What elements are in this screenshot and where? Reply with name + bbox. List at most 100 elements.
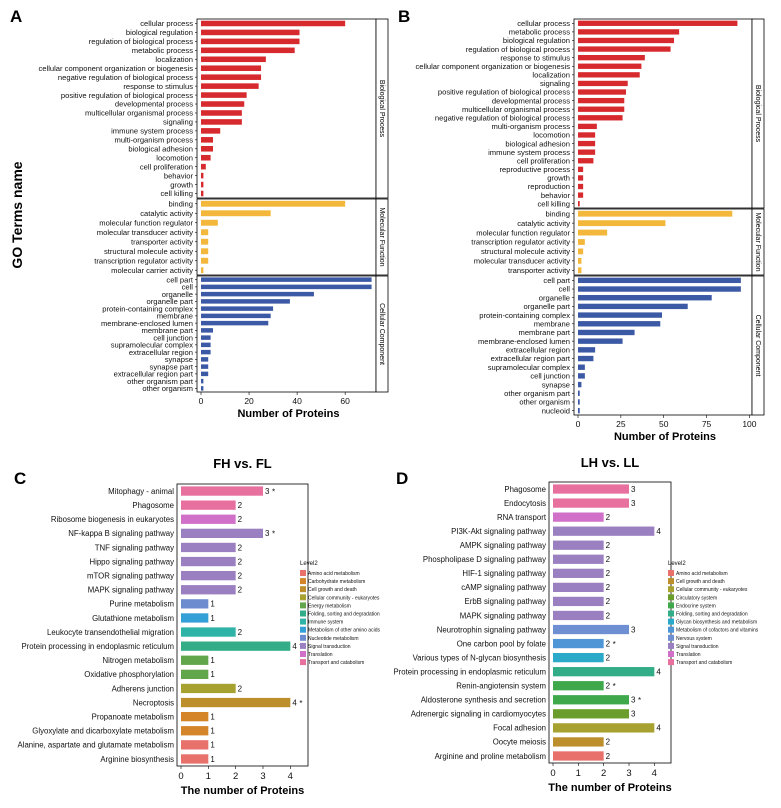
category-label-b: biological regulation bbox=[503, 36, 570, 45]
bar-a bbox=[201, 20, 346, 27]
bar-c bbox=[181, 599, 209, 609]
bar-b bbox=[578, 407, 580, 414]
bar-d bbox=[553, 652, 604, 663]
x-tick-label-d: 2 bbox=[601, 768, 606, 779]
x-axis-title-d: The number of Proteins bbox=[548, 782, 671, 794]
category-label-b: synapse bbox=[542, 380, 570, 389]
x-tick-label-a: 40 bbox=[292, 396, 302, 406]
category-label-d: MAPK signaling pathway bbox=[460, 611, 546, 620]
bar-b bbox=[578, 80, 628, 87]
value-label-d: 2 bbox=[606, 682, 611, 691]
legend-swatch-c bbox=[300, 594, 306, 601]
bar-a bbox=[201, 172, 204, 179]
category-label-a: negative regulation of biological proces… bbox=[58, 73, 193, 82]
category-label-b: supramolecular complex bbox=[488, 363, 571, 372]
category-label-b: localization bbox=[532, 71, 570, 80]
bar-a bbox=[201, 83, 259, 89]
category-label-c: Ribosome biogenesis in eukaryotes bbox=[51, 515, 174, 524]
chart-title-d: LH vs. LL bbox=[581, 455, 640, 470]
bar-c bbox=[181, 711, 209, 722]
bar-b bbox=[578, 312, 662, 318]
category-label-d: One carbon pool by folate bbox=[457, 639, 546, 648]
x-tick-label-a: 20 bbox=[244, 396, 254, 406]
legend-swatch-c bbox=[300, 578, 306, 585]
category-label-b: molecular function regulator bbox=[476, 228, 570, 237]
category-label-a: cell part bbox=[166, 275, 193, 284]
legend-swatch-d bbox=[668, 642, 674, 649]
category-label-a: locomotion bbox=[156, 153, 193, 162]
significance-star-d: * bbox=[613, 640, 616, 649]
category-label-a: catalytic activity bbox=[140, 209, 193, 218]
bar-b bbox=[578, 89, 626, 95]
category-label-c: Necroptosis bbox=[133, 698, 174, 707]
category-label-a: metabolic process bbox=[132, 46, 193, 55]
legend-label-d: Endocrine system bbox=[676, 603, 716, 609]
bar-b bbox=[578, 63, 642, 69]
x-tick-label-c: 2 bbox=[233, 771, 238, 782]
value-label-c: 4 bbox=[292, 698, 297, 707]
bar-a bbox=[201, 320, 269, 326]
category-label-c: Protein processing in endoplasmic reticu… bbox=[21, 642, 174, 651]
category-label-a: transporter activity bbox=[131, 237, 193, 246]
value-label-c: 2 bbox=[238, 628, 243, 637]
category-label-d: Endocytosis bbox=[504, 499, 546, 508]
value-label-d: 3 bbox=[631, 625, 636, 634]
facet-strip-b-2 bbox=[751, 275, 765, 416]
value-label-d: 2 bbox=[606, 752, 611, 761]
x-tick-label-c: 3 bbox=[260, 771, 265, 782]
bar-a bbox=[201, 371, 209, 377]
bar-b bbox=[578, 97, 625, 104]
x-tick-label-d: 1 bbox=[576, 768, 581, 779]
bar-a bbox=[201, 181, 204, 188]
legend-swatch-c bbox=[300, 570, 306, 576]
significance-star-c: * bbox=[299, 699, 302, 708]
bar-b bbox=[578, 338, 623, 344]
bar-d bbox=[553, 681, 604, 691]
bar-c bbox=[181, 726, 209, 736]
bar-d bbox=[553, 638, 604, 649]
panel-label-c: C bbox=[14, 469, 26, 488]
legend-swatch-c bbox=[300, 602, 306, 609]
bar-b bbox=[578, 46, 671, 52]
category-label-a: synapse bbox=[165, 355, 193, 364]
facet-strip-label-a-2: Cellular Component bbox=[378, 303, 385, 365]
value-label-c: 1 bbox=[210, 755, 215, 764]
category-label-a: other organism part bbox=[127, 377, 194, 386]
category-label-a: cell bbox=[182, 283, 194, 292]
bar-b bbox=[578, 257, 582, 264]
bar-b bbox=[578, 248, 584, 255]
value-label-d: 2 bbox=[606, 513, 611, 522]
legend-label-d: Translation bbox=[676, 652, 701, 658]
legend-swatch-c bbox=[300, 586, 306, 593]
category-label-b: locomotion bbox=[533, 131, 570, 140]
category-label-a: molecular transducer activity bbox=[97, 228, 193, 237]
category-label-b: developmental process bbox=[492, 96, 570, 105]
value-label-d: 2 bbox=[606, 541, 611, 550]
value-label-c: 1 bbox=[210, 600, 215, 609]
bar-b bbox=[578, 277, 741, 284]
bar-b bbox=[578, 192, 584, 198]
category-label-b: membrane part bbox=[519, 328, 571, 337]
category-label-a: membrane bbox=[157, 312, 193, 321]
category-label-d: Protein processing in endoplasmic reticu… bbox=[393, 667, 546, 676]
category-label-a: protein-containing complex bbox=[102, 304, 193, 313]
category-label-b: cell part bbox=[543, 276, 570, 285]
value-label-d: 2 bbox=[606, 639, 611, 648]
category-label-c: Hippo signaling pathway bbox=[89, 557, 174, 566]
x-tick-label-c: 0 bbox=[178, 771, 183, 782]
bar-c bbox=[181, 585, 236, 595]
category-label-d: Phagosome bbox=[504, 485, 546, 494]
x-tick-label-a: 60 bbox=[340, 396, 350, 406]
bar-a bbox=[201, 190, 204, 197]
bar-a bbox=[201, 238, 209, 245]
legend-swatch-c bbox=[300, 610, 306, 617]
legend-swatch-c bbox=[300, 659, 306, 666]
legend-label-d: Glycan biosynthesis and metabolism bbox=[676, 620, 757, 626]
category-label-d: AMPK signaling pathway bbox=[460, 541, 546, 550]
category-label-a: biological adhesion bbox=[128, 144, 193, 153]
category-label-b: organelle part bbox=[524, 302, 571, 311]
bar-b bbox=[578, 329, 635, 336]
bar-c bbox=[181, 613, 209, 623]
category-label-b: nucleoid bbox=[542, 406, 570, 415]
significance-star-d: * bbox=[613, 682, 616, 691]
